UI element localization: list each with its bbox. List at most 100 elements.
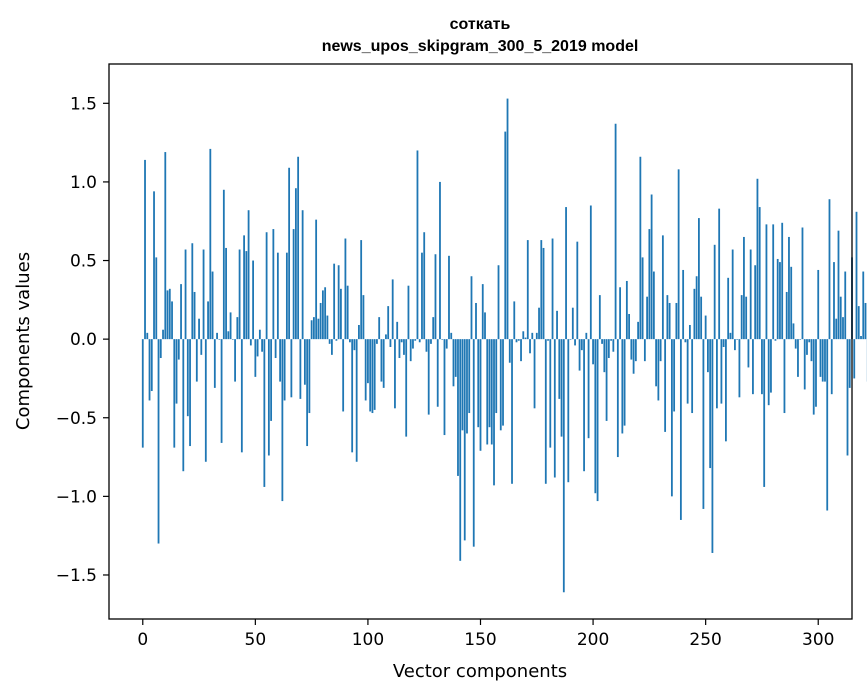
bar <box>632 339 635 374</box>
bar <box>484 312 486 340</box>
bar <box>369 339 372 412</box>
bar <box>454 339 457 377</box>
bar <box>844 271 847 340</box>
y-tick-label: −1.0 <box>56 487 97 507</box>
y-axis-label: Components values <box>13 252 34 430</box>
bar <box>547 339 549 341</box>
bar <box>294 188 297 340</box>
bar <box>220 339 223 443</box>
bar <box>267 339 270 456</box>
y-tick-label: −0.5 <box>56 409 97 429</box>
bar <box>826 339 829 511</box>
bar <box>425 339 428 352</box>
bar <box>596 339 599 502</box>
bar <box>200 339 203 355</box>
bar <box>614 123 617 340</box>
bar <box>333 263 336 340</box>
bar <box>761 339 763 395</box>
bar <box>457 339 459 476</box>
bar <box>625 280 628 340</box>
bar <box>524 337 527 340</box>
bar <box>328 339 331 344</box>
bar <box>821 339 824 382</box>
bar <box>810 339 813 362</box>
bar <box>607 339 610 359</box>
bar <box>216 332 218 340</box>
bar <box>736 339 739 340</box>
bar <box>416 150 419 340</box>
bar <box>306 339 309 447</box>
bar <box>785 291 788 340</box>
bar <box>382 339 385 388</box>
bar <box>310 320 313 340</box>
bar <box>531 332 534 340</box>
bar <box>704 315 707 340</box>
bar <box>270 339 273 421</box>
bar-series <box>141 98 867 593</box>
bar <box>337 265 340 340</box>
bar <box>358 324 360 340</box>
bar <box>616 339 619 458</box>
bar <box>747 339 750 368</box>
bar <box>502 339 504 426</box>
bar <box>247 210 250 340</box>
bar <box>243 235 245 340</box>
bar <box>326 315 329 340</box>
bar <box>835 318 838 340</box>
bar <box>799 339 802 340</box>
bar <box>740 295 743 340</box>
bar <box>371 339 374 414</box>
bar <box>711 339 714 553</box>
bar <box>308 339 311 414</box>
bar <box>781 222 784 340</box>
y-tick-label: 0.5 <box>70 252 97 272</box>
bar <box>198 318 200 340</box>
bar <box>288 167 291 340</box>
bar <box>466 339 468 434</box>
bar <box>661 235 664 340</box>
bar <box>414 339 417 341</box>
x-tick-label: 250 <box>689 630 721 650</box>
bar <box>628 313 630 340</box>
bar <box>535 332 538 340</box>
bar <box>639 156 642 340</box>
bar <box>738 339 741 398</box>
bar <box>378 317 381 340</box>
bar <box>754 265 757 340</box>
bar <box>312 317 315 340</box>
bar <box>828 199 831 340</box>
bar <box>538 307 540 340</box>
bar <box>610 339 612 341</box>
bar <box>729 332 732 340</box>
bar <box>150 339 153 392</box>
bar <box>204 339 207 462</box>
bar <box>468 339 471 414</box>
bar <box>391 279 394 340</box>
bar <box>587 339 590 439</box>
bar <box>794 339 797 349</box>
bar <box>783 339 786 414</box>
bar <box>589 205 592 340</box>
bar <box>700 296 703 340</box>
bar <box>686 339 689 404</box>
bar <box>520 339 522 362</box>
bar <box>351 339 354 453</box>
bar <box>529 339 531 354</box>
y-tick-label: 0.0 <box>70 330 97 350</box>
bar <box>362 295 365 340</box>
bar <box>722 339 725 347</box>
bar <box>603 339 606 373</box>
bar <box>245 251 248 340</box>
bar <box>376 339 378 344</box>
bar <box>238 249 241 340</box>
bar <box>857 306 860 340</box>
bar <box>182 339 185 472</box>
bar <box>450 332 453 340</box>
bar <box>553 339 556 478</box>
bar <box>648 229 651 340</box>
bar <box>560 339 563 437</box>
bar <box>252 260 254 340</box>
bar <box>222 189 225 340</box>
bar <box>301 210 304 340</box>
bar <box>218 339 221 340</box>
